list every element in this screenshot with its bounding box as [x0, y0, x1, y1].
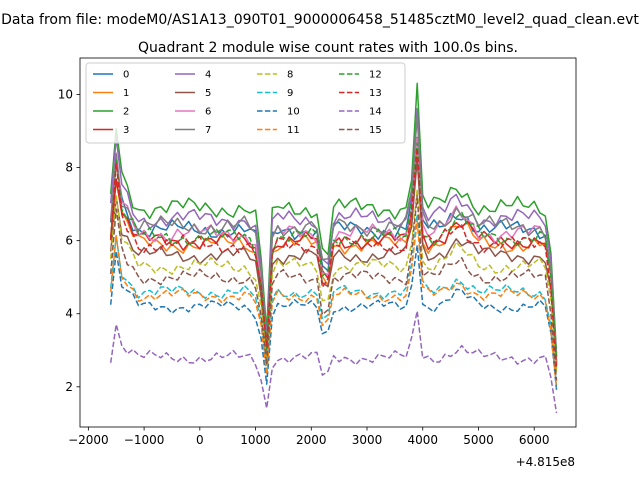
x-tick-label: 1000 [240, 433, 271, 447]
x-offset-label: +4.815e8 [516, 455, 575, 469]
legend-label-10: 10 [287, 107, 300, 118]
x-tick-label: 4000 [407, 433, 438, 447]
x-tick-label: 5000 [463, 433, 494, 447]
x-tick-label: 0 [196, 433, 204, 447]
y-tick-label: 8 [65, 161, 73, 175]
series-6-line [109, 137, 558, 361]
legend-label-11: 11 [287, 125, 300, 136]
legend-label-15: 15 [369, 125, 382, 136]
x-tick-label: −1000 [124, 433, 165, 447]
legend-label-2: 2 [123, 107, 129, 118]
series-12-line [109, 142, 558, 359]
series-14-line [109, 310, 558, 414]
series-layer [109, 82, 558, 414]
legend-label-8: 8 [287, 70, 293, 81]
legend-label-7: 7 [205, 125, 211, 136]
legend-box [85, 62, 406, 144]
x-tick-label: −2000 [68, 433, 109, 447]
y-tick-label: 2 [65, 380, 73, 394]
legend-label-3: 3 [123, 125, 129, 136]
x-tick-label: 3000 [352, 433, 383, 447]
legend-label-1: 1 [123, 88, 129, 99]
legend-label-6: 6 [205, 107, 211, 118]
x-tick-label: 6000 [519, 433, 550, 447]
axes-frame [79, 57, 577, 428]
series-7-line [109, 116, 558, 356]
series-10-line [109, 244, 558, 390]
legend-label-5: 5 [205, 88, 211, 99]
chart-title: Quadrant 2 module wise count rates with … [138, 40, 518, 56]
legend-label-0: 0 [123, 70, 129, 81]
series-4-line [109, 108, 558, 357]
series-8-line [109, 188, 558, 373]
legend-label-4: 4 [205, 70, 211, 81]
legend-label-12: 12 [369, 70, 382, 81]
figure-suptitle: Data from file: modeM0/AS1A13_090T01_900… [1, 12, 639, 28]
y-tick-label: 4 [65, 307, 73, 321]
series-13-line [109, 147, 558, 366]
legend-label-13: 13 [369, 88, 382, 99]
axes-layer: −2000 −1000 0 1000 2000 3000 4000 5000 6000 2 4 6 8 1… [58, 57, 577, 447]
y-tick-label: 10 [58, 88, 73, 102]
series-15-line [109, 194, 558, 381]
y-tick-label: 6 [65, 234, 73, 248]
legend-label-9: 9 [287, 88, 293, 99]
x-tick-label: 2000 [296, 433, 327, 447]
series-2-line [109, 82, 558, 354]
series-11-line [109, 220, 558, 388]
legend-label-14: 14 [369, 107, 382, 118]
